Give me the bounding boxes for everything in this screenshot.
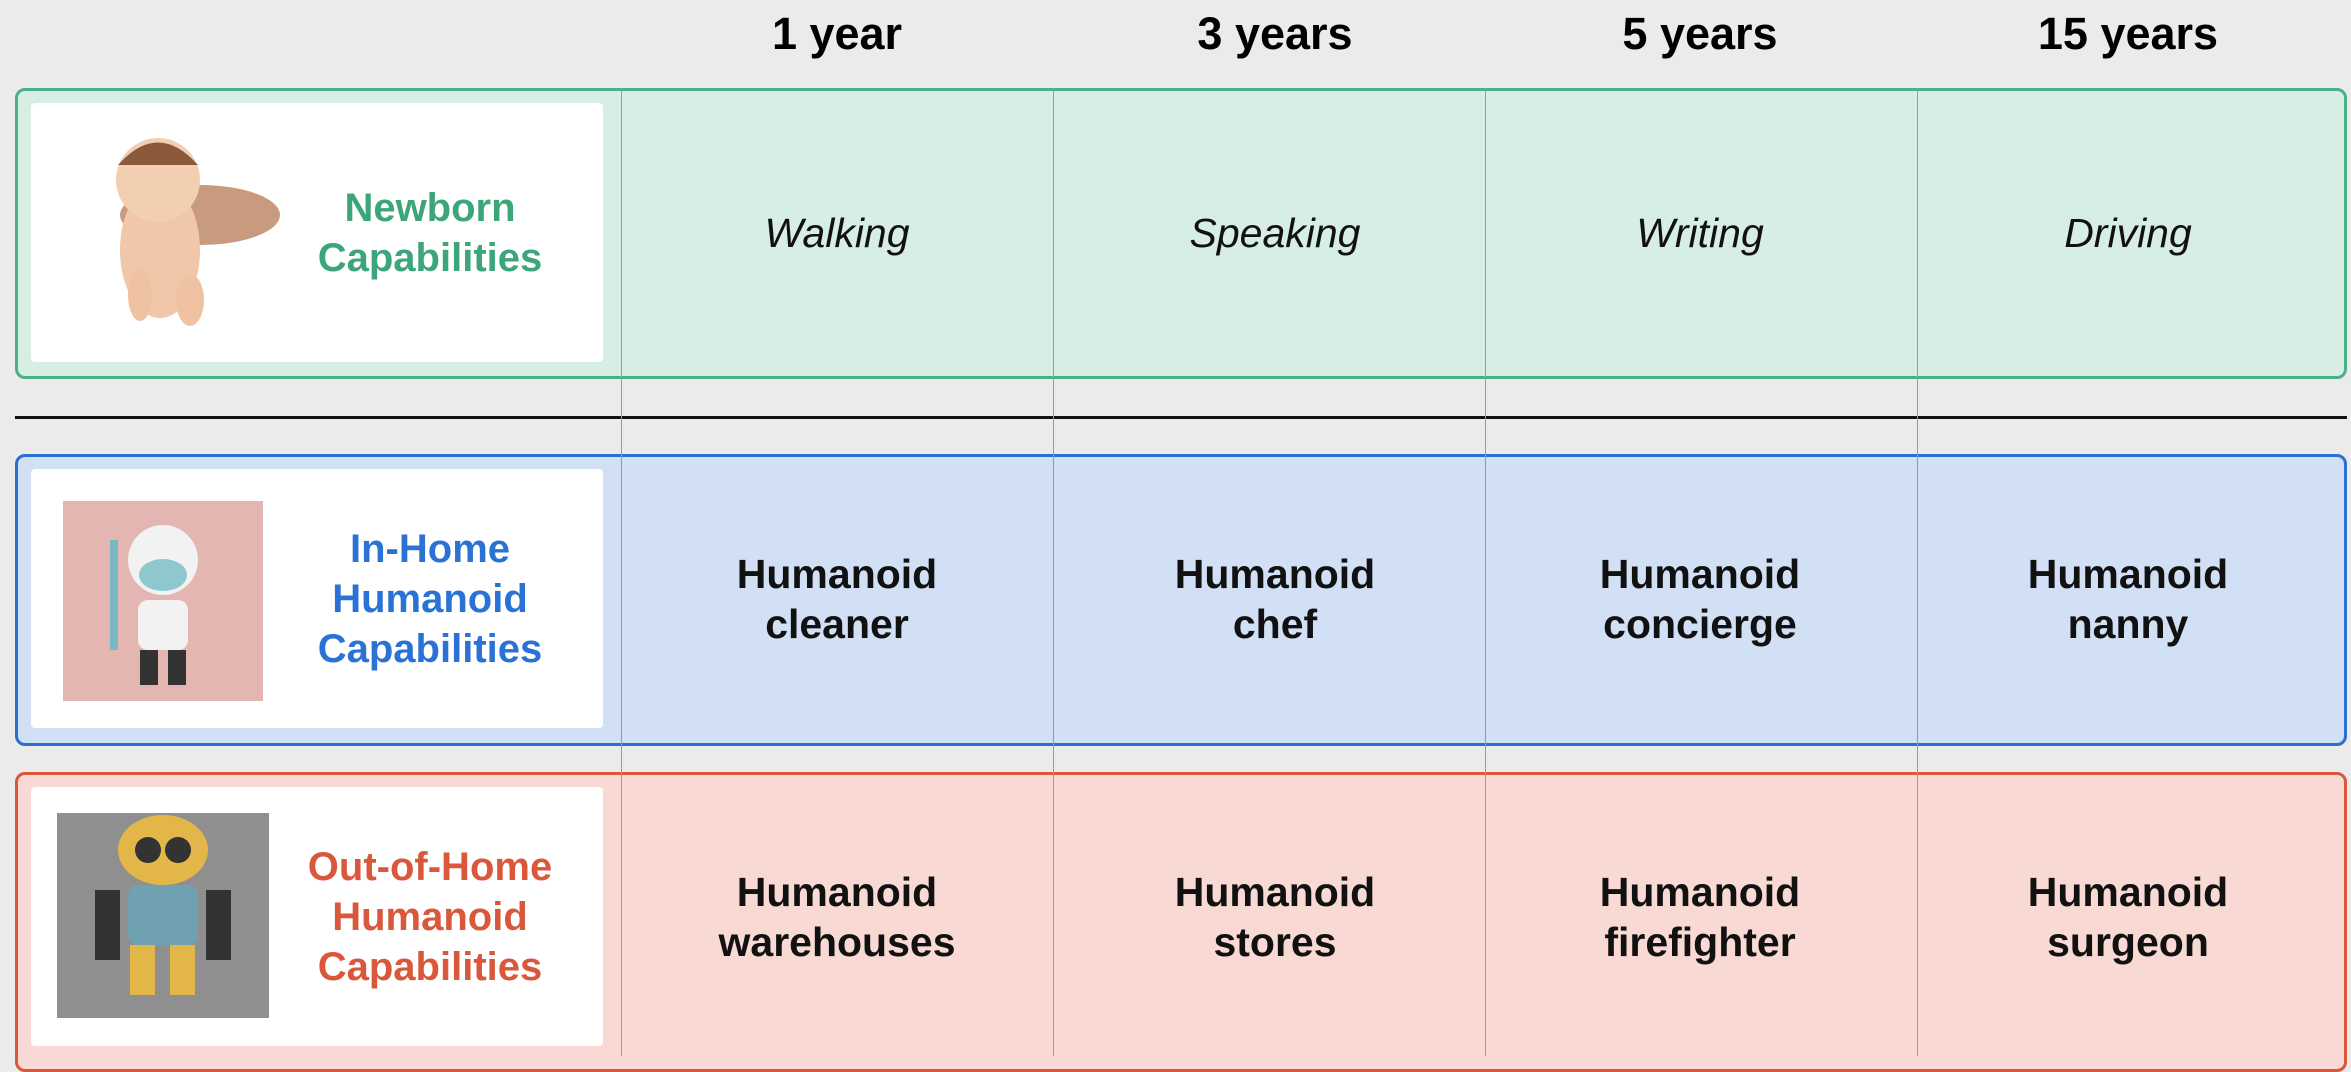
text-line: Humanoid [736, 869, 938, 915]
cell: Driving [1918, 88, 2338, 378]
text-line: Humanoid [1599, 869, 1801, 915]
text-line: Humanoid [332, 894, 528, 939]
cell: Humanoid chef [1065, 454, 1485, 744]
text-line: Humanoid [2027, 869, 2229, 915]
text-line: cleaner [765, 601, 909, 647]
column-divider [1485, 88, 1486, 1056]
cell: Humanoid concierge [1490, 454, 1910, 744]
text-line: warehouses [718, 919, 956, 965]
row-label: In-Home Humanoid Capabilities [280, 469, 580, 728]
column-divider [1053, 88, 1054, 1056]
column-header: 1 year [771, 8, 903, 59]
text-line: concierge [1603, 601, 1797, 647]
cell: Humanoid firefighter [1490, 772, 1910, 1062]
cell: Humanoid cleaner [627, 454, 1047, 744]
column-divider [1917, 88, 1918, 1056]
text-line: Walking [764, 210, 910, 256]
text-line: Driving [2064, 210, 2192, 256]
column-divider [621, 88, 622, 1056]
text-line: Speaking [1189, 210, 1361, 256]
cell: Walking [627, 88, 1047, 378]
column-header: 5 years [1622, 8, 1778, 59]
text-line: chef [1232, 601, 1318, 647]
cell: Speaking [1065, 88, 1485, 378]
cell: Humanoid stores [1065, 772, 1485, 1062]
text-line: Capabilities [317, 626, 543, 671]
text-line: Humanoid [332, 576, 528, 621]
text-line: stores [1213, 919, 1337, 965]
text-line: Newborn [344, 185, 516, 230]
text-line: Capabilities [317, 235, 543, 280]
cell: Humanoid surgeon [1918, 772, 2338, 1062]
text-line: In-Home [350, 526, 510, 571]
cell: Humanoid warehouses [627, 772, 1047, 1062]
row-label: Out-of-Home Humanoid Capabilities [280, 787, 580, 1046]
text-line: nanny [2067, 601, 2189, 647]
text-line: Humanoid [2027, 551, 2229, 597]
text-line: Humanoid [1174, 551, 1376, 597]
text-line: Capabilities [317, 944, 543, 989]
separator [15, 416, 2347, 419]
text-line: Writing [1636, 210, 1764, 256]
text-line: Humanoid [1599, 551, 1801, 597]
cell: Humanoid nanny [1918, 454, 2338, 744]
text-line: Humanoid [1174, 869, 1376, 915]
text-line: firefighter [1604, 919, 1796, 965]
text-line: surgeon [2047, 919, 2209, 965]
text-line: Humanoid [736, 551, 938, 597]
row-label: Newborn Capabilities [280, 103, 580, 362]
column-header: 15 years [2037, 8, 2219, 59]
cell: Writing [1490, 88, 1910, 378]
text-line: Out-of-Home [307, 844, 553, 889]
column-header: 3 years [1197, 8, 1353, 59]
